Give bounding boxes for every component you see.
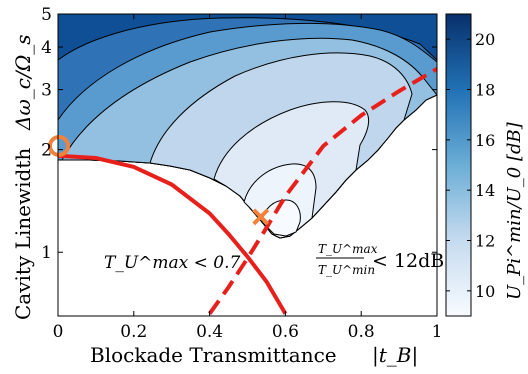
y-tick-label: 2: [41, 141, 52, 161]
circle-marker: [48, 134, 70, 157]
colorbar-tick-label: 12: [475, 232, 495, 251]
x-axis-label-text: Blockade Transmittance: [90, 343, 337, 367]
solid-boundary-line: [58, 153, 288, 315]
colorbar-tick-label: 16: [475, 131, 495, 150]
colorbar-ticks: 10 12 14 16 18 20: [446, 30, 495, 301]
cross-marker: [252, 208, 270, 226]
x-tick-label: 1: [432, 322, 443, 342]
colorbar-tick-label: 18: [475, 81, 495, 100]
y-tick-label: 3: [41, 81, 52, 101]
contour-level-8: [261, 199, 301, 237]
colorbar-label: U_Pi^min/U_0 [dB]: [504, 121, 525, 300]
plot-frame: [57, 13, 438, 317]
x-axis-ticks: 0 0.2 0.4 0.6 0.8 1: [53, 14, 443, 342]
colorbar-tick-label: 10: [475, 282, 495, 301]
x-tick-label: 0.8: [348, 322, 375, 342]
x-axis-label-math: |t_B|: [372, 343, 418, 368]
y-axis-label-math: Δω_c/Ω_s: [11, 34, 35, 131]
annotation-left: T_U^max < 0.7: [104, 253, 241, 273]
x-tick-label: 0.4: [196, 322, 223, 342]
y-axis-label-text: Cavity Linewidth: [11, 148, 35, 320]
excluded-region: [58, 97, 437, 316]
y-tick-label: 4: [41, 38, 52, 58]
annotation-right-rest: < 12dB: [372, 250, 444, 272]
colorbar-tick-label: 20: [475, 30, 495, 49]
colorbar-label-text: U_Pi^min/U_0 [dB]: [504, 121, 525, 300]
y-axis-label: Cavity Linewidth Δω_c/Ω_s: [11, 34, 35, 320]
x-tick-label: 0.6: [272, 322, 299, 342]
x-axis-label: Blockade Transmittance |t_B|: [90, 343, 418, 368]
colorbar-tick-label: 14: [475, 181, 495, 200]
colorbar: [445, 13, 472, 317]
y-axis-ticks: 1 2 3 4 5: [41, 5, 437, 263]
x-tick-label: 0.2: [120, 322, 147, 342]
boundary-curves: [58, 67, 437, 315]
contour-fills: [58, 14, 437, 239]
annotation-right: T_U^max T_U^min < 12dB: [316, 242, 444, 277]
y-tick-label: 1: [41, 243, 52, 263]
annotation-left-text: T_U^max < 0.7: [104, 253, 241, 273]
markers: [48, 134, 270, 226]
y-tick-label: 5: [41, 5, 52, 25]
annotation-right-denominator: T_U^min: [318, 263, 375, 277]
annotation-right-numerator: T_U^max: [318, 242, 378, 256]
x-tick-label: 0: [53, 322, 64, 342]
